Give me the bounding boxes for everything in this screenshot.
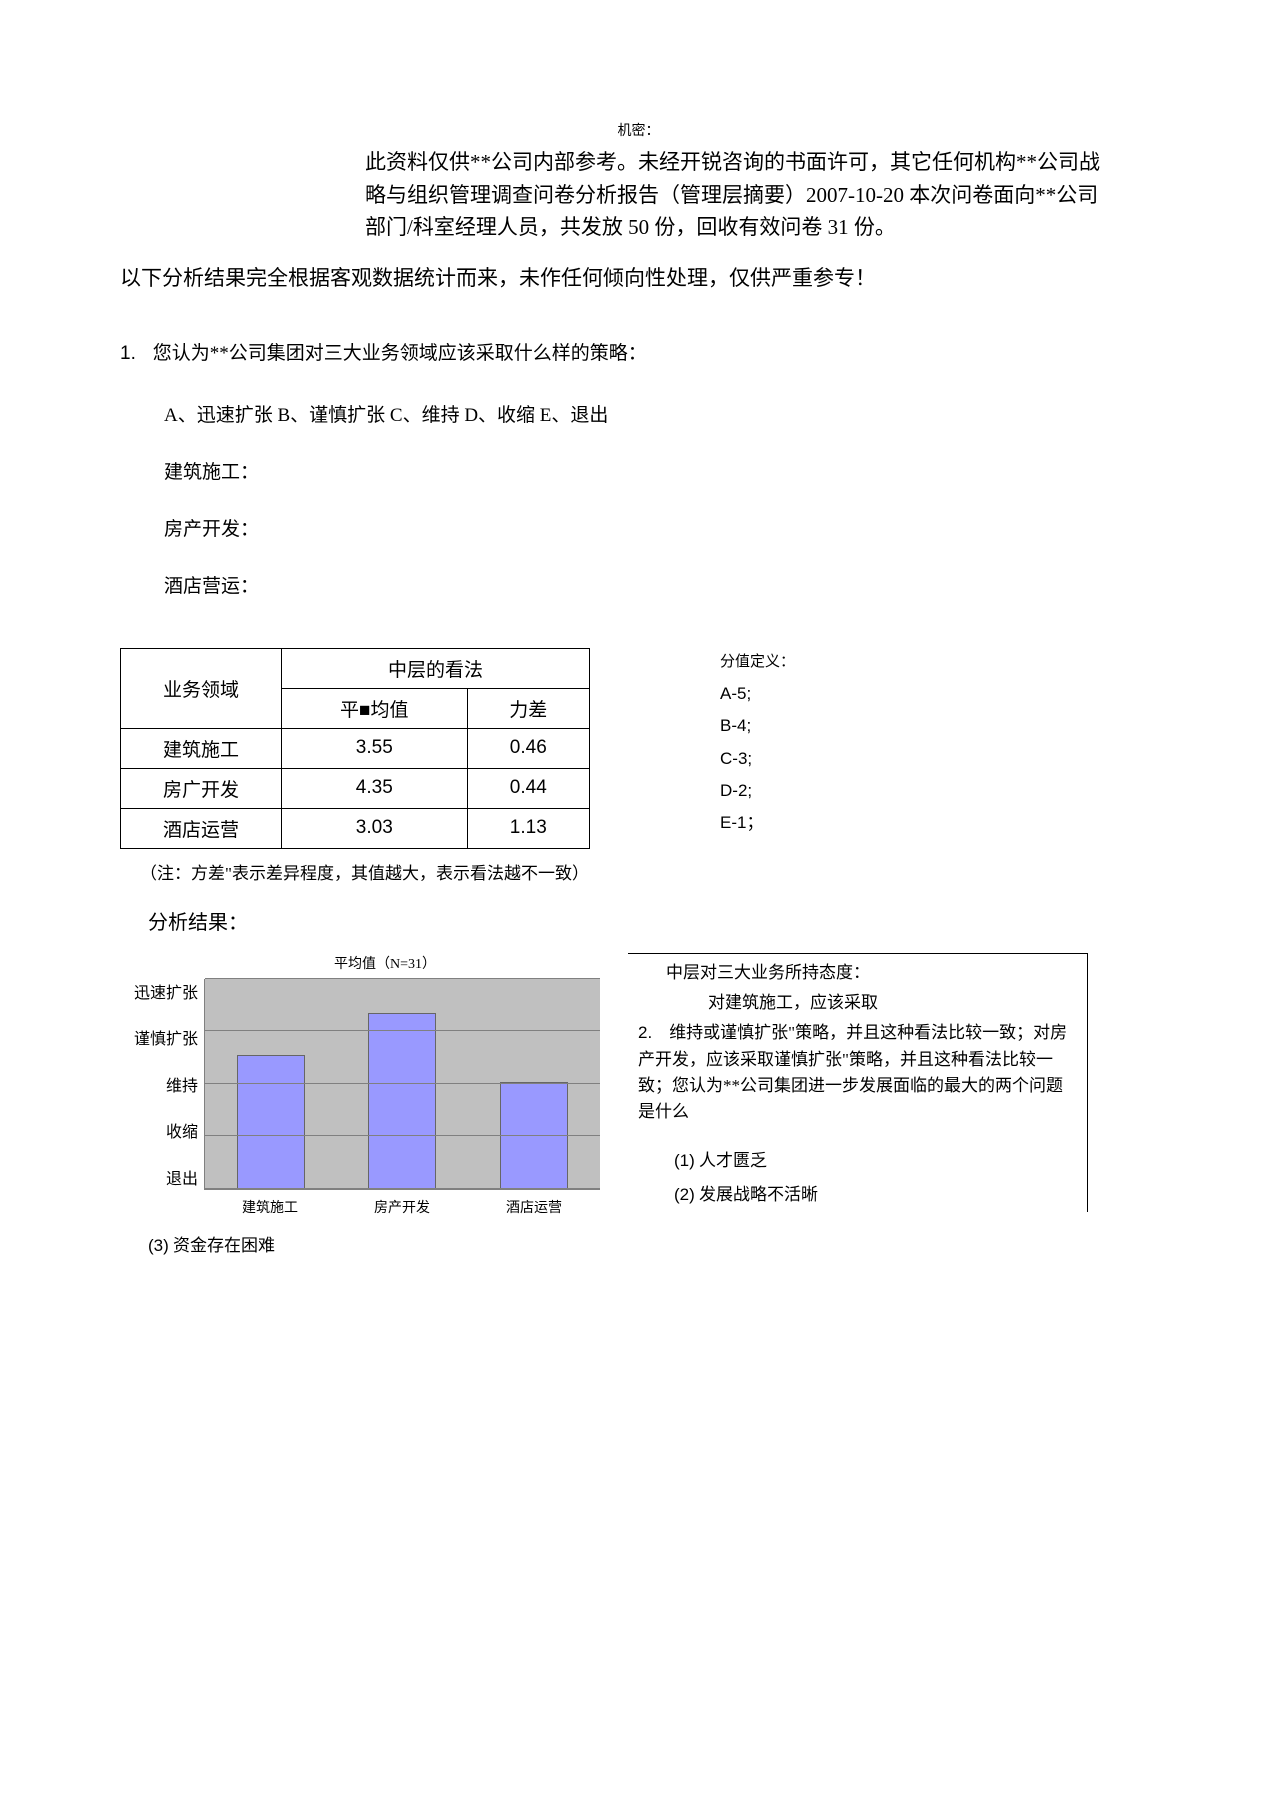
- q1-field-0: 建筑施工：: [164, 457, 1157, 484]
- issue-num: (3): [148, 1236, 169, 1255]
- q1-text: 您认为**公司集团对三大业务领域应该采取什么样的策略：: [153, 343, 647, 364]
- th-domain: 业务领域: [121, 648, 282, 728]
- table-cell-var: 0.46: [467, 728, 589, 768]
- th-mean: 平■均值: [282, 688, 468, 728]
- q1-field-2: 酒店营运：: [164, 571, 1157, 598]
- th-var: 力差: [467, 688, 589, 728]
- th-view: 中层的看法: [282, 648, 590, 688]
- issue-text: 发展战略不活晰: [699, 1185, 818, 1204]
- commentary-body-num: 2.: [638, 1023, 652, 1042]
- table-row-label: 房广开发: [121, 768, 282, 808]
- score-def-item: C-3;: [720, 743, 795, 775]
- chart-x-axis: 建筑施工 房产开发 酒店运营: [204, 1197, 600, 1217]
- score-def-item: B-4;: [720, 710, 795, 742]
- chart-plot-area: [204, 979, 600, 1190]
- commentary-box: 中层对三大业务所持态度： 对建筑施工，应该采取 2. 维持或谨慎扩张"策略，并且…: [628, 953, 1088, 1212]
- commentary-body: 2. 维持或谨慎扩张"策略，并且这种看法比较一致；对房产开发，应该采取谨慎扩张"…: [638, 1020, 1077, 1125]
- score-def-title: 分值定义：: [720, 648, 795, 677]
- commentary-sub: 对建筑施工，应该采取: [708, 990, 1077, 1016]
- results-table: 业务领域 中层的看法 平■均值 力差 建筑施工 3.55 0.46 房广开发 4…: [120, 648, 590, 849]
- analysis-section-label: 分析结果：: [148, 906, 1157, 935]
- intro-text: 此资料仅供**公司内部参考。未经开锐咨询的书面许可，其它任何机构**公司战略与组…: [365, 146, 1117, 244]
- score-definitions: 分值定义： A-5; B-4; C-3; D-2; E-1；: [720, 648, 795, 840]
- table-row-label: 建筑施工: [121, 728, 282, 768]
- issue-text: 人才匮乏: [699, 1151, 767, 1170]
- table-cell-var: 1.13: [467, 808, 589, 848]
- q1-options: A、迅速扩张 B、谨慎扩张 C、维持 D、收缩 E、退出: [164, 400, 1157, 427]
- chart-y-label: 谨慎扩张: [120, 1025, 198, 1049]
- issue-text: 资金存在困难: [173, 1236, 275, 1255]
- chart-y-axis: 迅速扩张谨慎扩张维持收缩退出: [120, 979, 204, 1189]
- issue-item: (1) 人才匮乏: [674, 1144, 1077, 1178]
- issue-item: (3) 资金存在困难: [148, 1231, 1157, 1256]
- q1-field-1: 房产开发：: [164, 514, 1157, 541]
- chart-y-label: 迅速扩张: [120, 979, 198, 1003]
- commentary-title: 中层对三大业务所持态度：: [666, 960, 1077, 986]
- q1-number: 1.: [120, 337, 148, 371]
- confidential-label: 机密：: [120, 120, 1157, 140]
- chart-y-label: 退出: [120, 1165, 198, 1189]
- chart-bar: [368, 1013, 436, 1189]
- table-row-label: 酒店运营: [121, 808, 282, 848]
- score-def-item: D-2;: [720, 775, 795, 807]
- issue-num: (2): [674, 1185, 695, 1204]
- chart-y-label: 维持: [120, 1072, 198, 1096]
- chart-x-label: 建筑施工: [236, 1197, 304, 1217]
- table-cell-mean: 4.35: [282, 768, 468, 808]
- question-1: 1. 您认为**公司集团对三大业务领域应该采取什么样的策略：: [120, 337, 1157, 371]
- chart-bar: [237, 1055, 305, 1189]
- summary-line: 以下分析结果完全根据客观数据统计而来，未作任何倾向性处理，仅供严重参专！: [120, 260, 1157, 298]
- chart-x-label: 房产开发: [368, 1197, 436, 1217]
- commentary-body-text: 维持或谨慎扩张"策略，并且这种看法比较一致；对房产开发，应该采取谨慎扩张"策略，…: [638, 1023, 1067, 1121]
- chart-x-label: 酒店运营: [500, 1197, 568, 1217]
- table-note: （注：方差"表示差异程度，其值越大，表示看法越不一致）: [140, 859, 1157, 884]
- table-cell-var: 0.44: [467, 768, 589, 808]
- issue-num: (1): [674, 1151, 695, 1170]
- chart-y-label: 收缩: [120, 1118, 198, 1142]
- table-cell-mean: 3.55: [282, 728, 468, 768]
- score-def-item: A-5;: [720, 678, 795, 710]
- chart-title: 平均值（N=31）: [170, 953, 600, 973]
- mean-bar-chart: 平均值（N=31） 迅速扩张谨慎扩张维持收缩退出 建筑施工 房产开发 酒店运营: [120, 953, 600, 1217]
- issue-item: (2) 发展战略不活晰: [674, 1178, 1077, 1212]
- score-def-item: E-1；: [720, 807, 795, 839]
- table-cell-mean: 3.03: [282, 808, 468, 848]
